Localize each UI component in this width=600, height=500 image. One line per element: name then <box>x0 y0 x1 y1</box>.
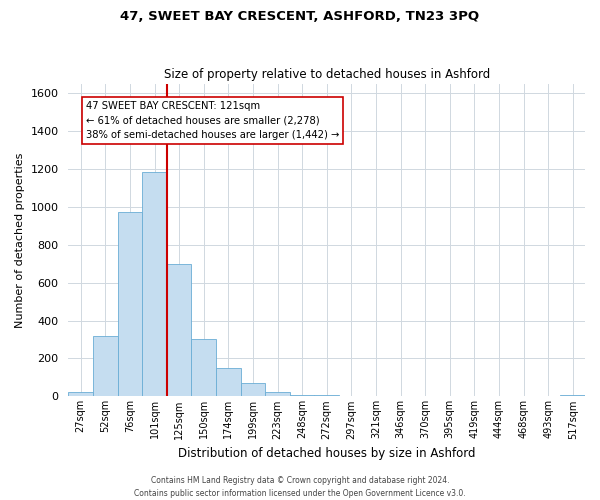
Bar <box>93 336 118 396</box>
Text: 47 SWEET BAY CRESCENT: 121sqm
← 61% of detached houses are smaller (2,278)
38% o: 47 SWEET BAY CRESCENT: 121sqm ← 61% of d… <box>86 100 339 140</box>
Bar <box>118 212 142 396</box>
Bar <box>167 264 191 396</box>
Bar <box>216 368 241 396</box>
Bar <box>68 392 93 396</box>
Y-axis label: Number of detached properties: Number of detached properties <box>15 152 25 328</box>
Bar <box>142 172 167 396</box>
Title: Size of property relative to detached houses in Ashford: Size of property relative to detached ho… <box>164 68 490 81</box>
Text: 47, SWEET BAY CRESCENT, ASHFORD, TN23 3PQ: 47, SWEET BAY CRESCENT, ASHFORD, TN23 3P… <box>121 10 479 23</box>
Text: Contains HM Land Registry data © Crown copyright and database right 2024.
Contai: Contains HM Land Registry data © Crown c… <box>134 476 466 498</box>
X-axis label: Distribution of detached houses by size in Ashford: Distribution of detached houses by size … <box>178 447 475 460</box>
Bar <box>191 338 216 396</box>
Bar <box>241 383 265 396</box>
Bar <box>265 392 290 396</box>
